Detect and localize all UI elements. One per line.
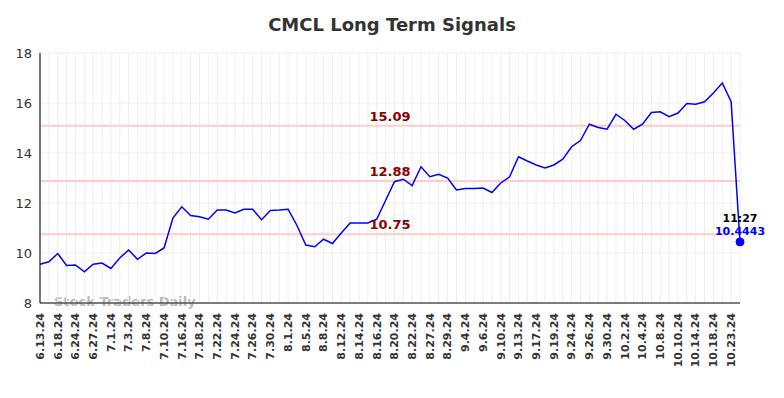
- svg-text:10.23.24: 10.23.24: [725, 313, 738, 368]
- svg-text:10: 10: [15, 246, 32, 261]
- svg-text:10.10.24: 10.10.24: [672, 313, 685, 368]
- svg-text:6.18.24: 6.18.24: [52, 313, 65, 360]
- svg-text:11:27: 11:27: [722, 212, 757, 225]
- html-text:Stock Traders Daily: Stock Traders Daily: [54, 294, 196, 309]
- svg-text:9.13.24: 9.13.24: [512, 313, 525, 360]
- svg-text:9.30.24: 9.30.24: [601, 313, 614, 360]
- svg-text:10.2.24: 10.2.24: [619, 313, 632, 360]
- svg-text:7.10.24: 7.10.24: [158, 313, 171, 360]
- svg-text:8.27.24: 8.27.24: [424, 313, 437, 360]
- svg-text:18: 18: [15, 46, 32, 61]
- svg-text:10.75: 10.75: [369, 217, 410, 232]
- svg-text:9.24.24: 9.24.24: [565, 313, 578, 360]
- svg-text:7.24.24: 7.24.24: [229, 313, 242, 360]
- svg-text:7.16.24: 7.16.24: [176, 313, 189, 360]
- svg-text:6.24.24: 6.24.24: [69, 313, 82, 360]
- svg-text:10.4.24: 10.4.24: [636, 313, 649, 360]
- svg-text:8: 8: [24, 296, 32, 311]
- svg-text:9.4.24: 9.4.24: [459, 313, 472, 352]
- svg-text:14: 14: [15, 146, 32, 161]
- html-text:CMCL Long Term Signals: CMCL Long Term Signals: [268, 14, 516, 35]
- svg-text:8.5.24: 8.5.24: [300, 313, 313, 352]
- svg-text:6.13.24: 6.13.24: [34, 313, 47, 360]
- svg-text:8.16.24: 8.16.24: [371, 313, 384, 360]
- svg-text:16: 16: [15, 96, 32, 111]
- svg-text:7.22.24: 7.22.24: [211, 313, 224, 360]
- svg-text:10.8.24: 10.8.24: [654, 313, 667, 360]
- svg-text:8.1.24: 8.1.24: [282, 313, 295, 352]
- svg-text:9.26.24: 9.26.24: [583, 313, 596, 360]
- svg-text:8.8.24: 8.8.24: [317, 313, 330, 352]
- svg-text:9.6.24: 9.6.24: [477, 313, 490, 352]
- svg-text:7.8.24: 7.8.24: [140, 313, 153, 352]
- svg-text:6.27.24: 6.27.24: [87, 313, 100, 360]
- svg-text:8.29.24: 8.29.24: [441, 313, 454, 360]
- svg-text:12.88: 12.88: [369, 164, 410, 179]
- svg-text:15.09: 15.09: [369, 109, 410, 124]
- svg-text:12: 12: [15, 196, 32, 211]
- svg-text:7.30.24: 7.30.24: [264, 313, 277, 360]
- svg-text:9.10.24: 9.10.24: [495, 313, 508, 360]
- svg-text:8.14.24: 8.14.24: [353, 313, 366, 360]
- svg-text:7.1.24: 7.1.24: [105, 313, 118, 352]
- svg-text:10.18.24: 10.18.24: [707, 313, 720, 368]
- svg-text:7.18.24: 7.18.24: [193, 313, 206, 360]
- svg-text:7.26.24: 7.26.24: [246, 313, 259, 360]
- svg-text:8.20.24: 8.20.24: [388, 313, 401, 360]
- svg-text:8.22.24: 8.22.24: [406, 313, 419, 360]
- svg-text:9.19.24: 9.19.24: [548, 313, 561, 360]
- svg-text:7.3.24: 7.3.24: [122, 313, 135, 352]
- svg-text:10.4443: 10.4443: [715, 225, 765, 238]
- svg-text:10.14.24: 10.14.24: [690, 313, 703, 368]
- svg-text:8.12.24: 8.12.24: [335, 313, 348, 360]
- svg-text:9.17.24: 9.17.24: [530, 313, 543, 360]
